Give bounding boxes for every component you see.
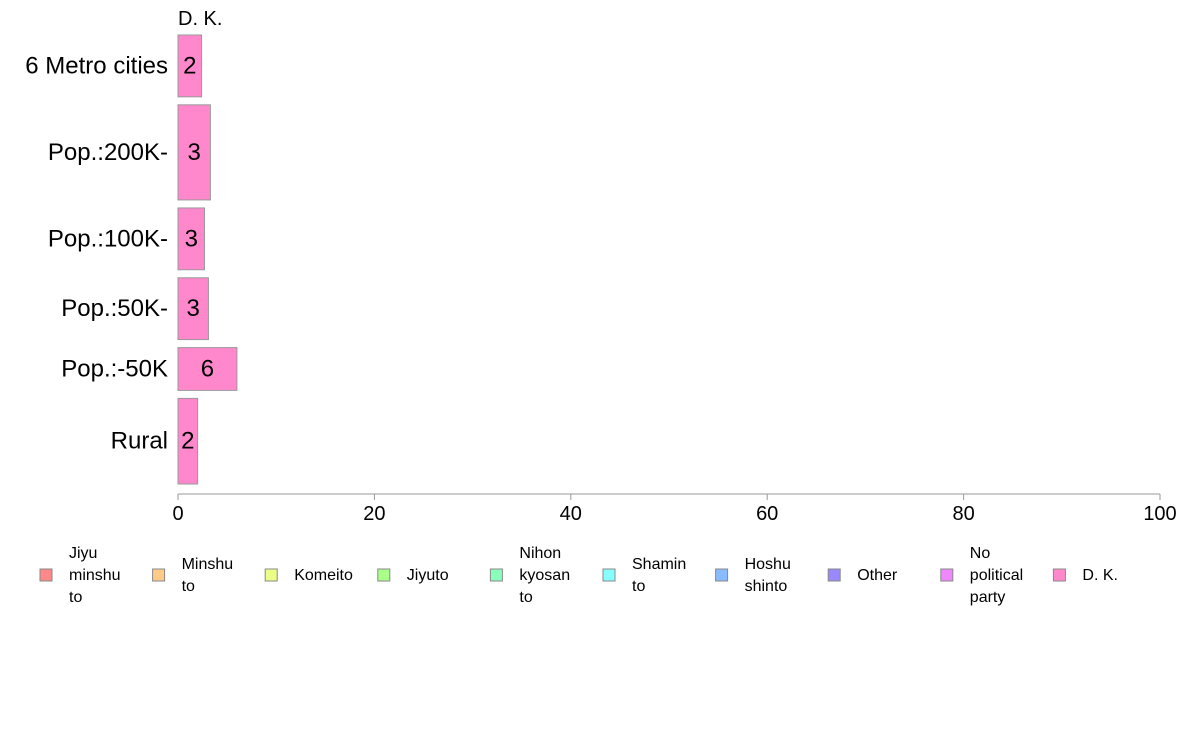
legend-label: Komeito [294,567,353,584]
legend-swatch [1052,568,1066,582]
category-label: Pop.:50K- [61,295,168,322]
legend-label-line: No [970,545,991,562]
bar-value-label: 3 [185,225,198,252]
x-tick-label: 0 [172,503,183,525]
legend-label-line: to [182,578,195,595]
legend-label: Jiyu minshu to [69,545,121,606]
legend-label: Nihon kyosan to [519,545,570,606]
x-tick-label: 60 [756,503,778,525]
legend-label: Hoshu shinto [745,556,791,595]
legend-label: Shamin to [632,556,686,595]
legend-label-line: Komeito [294,567,353,584]
legend-label-line: Nihon [519,545,561,562]
legend-swatch [377,568,391,582]
category-label: Pop.:200K- [48,139,168,166]
bar [177,207,206,271]
legend-label: Jiyuto [407,567,449,584]
x-tick-label: 100 [1143,503,1176,525]
category-label: Rural [111,428,168,455]
legend-label: Other [857,567,898,584]
bars-group: 6 Metro cities 2 Pop.:200K- 3 Pop.:100K- 3 Pop… [25,34,238,485]
bar-value-label: 2 [181,428,194,455]
panel-title: D. K. [178,8,222,30]
bar [177,277,209,341]
x-axis: 0 20 40 60 80 100 [172,493,1177,525]
bar-value-label: 3 [188,139,201,166]
category-label: Pop.:-50K [61,355,168,382]
bar [177,397,199,485]
category-label: 6 Metro cities [25,52,168,79]
legend-swatch [602,568,616,582]
legend-label: Minshu to [182,556,234,595]
legend-label-line: kyosan [519,567,570,584]
bar-value-label: 2 [183,52,196,79]
legend-label-line: to [632,578,645,595]
legend-label-line: Jiyuto [407,567,449,584]
legend-label-line: to [519,589,532,606]
legend-label-line: Minshu [182,556,234,573]
legend-label-line: Jiyu [69,545,97,562]
legend-label-line: to [69,589,82,606]
bar [177,104,211,201]
legend-swatch [152,568,166,582]
legend-swatch [940,568,954,582]
legend: Jiyu minshu to Minshu to Komeito Jiyuto Nihon ky… [39,545,1118,606]
legend-label-line: party [970,589,1006,606]
legend-label-line: Hoshu [745,556,791,573]
legend-label-line: political [970,567,1023,584]
legend-label-line: minshu [69,567,121,584]
x-tick-label: 80 [952,503,974,525]
x-tick-label: 20 [363,503,385,525]
bar-value-label: 3 [187,295,200,322]
bar [177,34,203,98]
legend-swatch [715,568,729,582]
legend-label-line: Shamin [632,556,686,573]
category-label: Pop.:100K- [48,225,168,252]
bar [177,347,238,391]
x-tick-label: 40 [560,503,582,525]
legend-swatch [827,568,841,582]
legend-label-line: shinto [745,578,788,595]
legend-label-line: D. K. [1082,567,1118,584]
bar-value-label: 6 [201,355,214,382]
legend-label: No political party [970,545,1023,606]
legend-swatch [489,568,503,582]
legend-swatch [264,568,278,582]
legend-label: D. K. [1082,567,1118,584]
legend-swatch [39,568,53,582]
legend-label-line: Other [857,567,898,584]
